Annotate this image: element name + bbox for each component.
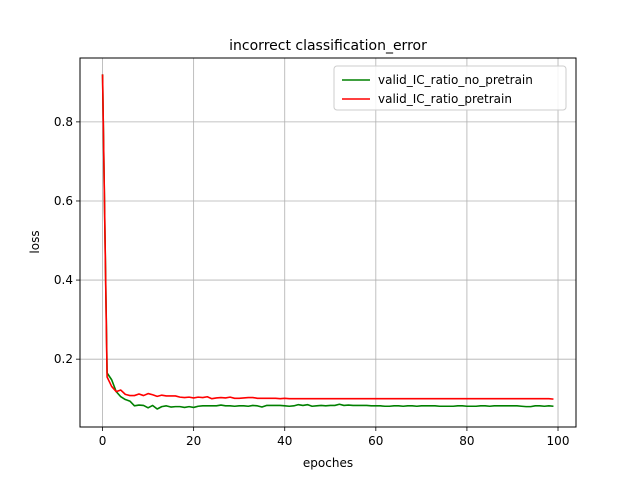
x-tick-label: 20 (186, 434, 201, 448)
y-axis: 0.2 0.4 0.6 0.8 (54, 115, 80, 366)
plot-frame (79, 57, 577, 428)
series-line-valid_IC_ratio_no_pretrain (101, 74, 554, 410)
legend-box (333, 65, 567, 111)
legend-label: valid_IC_ratio_no_pretrain (378, 73, 533, 87)
legend: valid_IC_ratio_no_pretrain valid_IC_ratio… (333, 65, 567, 111)
y-axis-label: loss (28, 230, 42, 253)
y-tick-label: 0.6 (54, 194, 73, 208)
series-line-valid_IC_ratio_pretrain (101, 74, 554, 400)
y-tick-label: 0.4 (54, 273, 73, 287)
x-axis-label: epoches (303, 456, 353, 470)
legend-label: valid_IC_ratio_pretrain (378, 92, 512, 106)
grid (80, 58, 576, 427)
y-tick-label: 0.8 (54, 115, 73, 129)
x-axis: 0 20 40 60 80 100 (99, 427, 570, 448)
x-tick-label: 40 (277, 434, 292, 448)
x-tick-label: 100 (547, 434, 570, 448)
chart-title: incorrect classification_error (229, 38, 427, 54)
y-tick-label: 0.2 (54, 352, 73, 366)
x-tick-label: 0 (99, 434, 107, 448)
x-tick-label: 60 (368, 434, 383, 448)
x-tick-label: 80 (459, 434, 474, 448)
plot-area (101, 74, 554, 410)
